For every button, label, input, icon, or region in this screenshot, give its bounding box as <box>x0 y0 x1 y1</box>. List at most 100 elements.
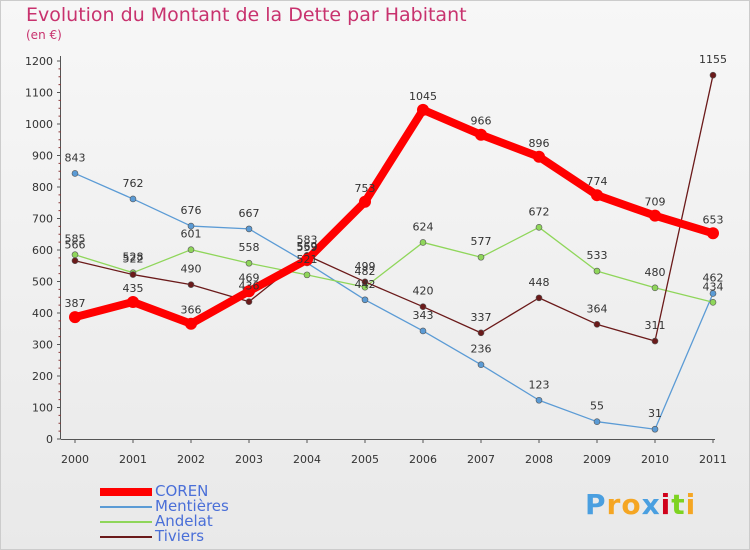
data-label: 843 <box>65 151 86 164</box>
data-label: 566 <box>65 239 86 252</box>
series-line-2 <box>74 226 714 303</box>
legend-label: Mentières <box>155 497 229 515</box>
series-point-1 <box>187 222 195 230</box>
data-label: 499 <box>355 260 376 273</box>
logo-letter: i <box>660 488 672 521</box>
axes: 0 100 200 300 400 500 600 700 800 900 1000 1100 1200… <box>25 55 727 466</box>
series-point-2 <box>709 298 717 306</box>
data-label: 480 <box>645 266 666 279</box>
logo-letter: P <box>585 488 607 521</box>
data-label: 676 <box>181 204 202 217</box>
logo-letter: i <box>685 488 697 521</box>
data-label: 569 <box>297 240 318 253</box>
series-point-2 <box>593 267 601 275</box>
legend-swatch <box>100 536 152 538</box>
series-point-2 <box>419 239 427 246</box>
data-label: 1155 <box>699 53 727 66</box>
data-label: 624 <box>413 220 434 233</box>
data-label: 653 <box>703 213 724 226</box>
x-tick-label: 2010 <box>641 453 669 466</box>
x-tick-label: 2011 <box>699 453 727 466</box>
y-tick-label: 100 <box>32 402 53 415</box>
data-label: 448 <box>529 276 550 289</box>
data-label: 442 <box>355 278 376 291</box>
series-point-3 <box>419 303 427 311</box>
data-label: 896 <box>529 137 550 150</box>
y-tick-label: 500 <box>32 276 53 289</box>
series-point-0 <box>301 253 313 266</box>
series-line-0 <box>71 105 717 328</box>
data-label: 462 <box>703 271 724 284</box>
data-label: 337 <box>471 311 492 324</box>
legend-label: Tiviers <box>155 527 205 545</box>
logo-letter: r <box>606 488 622 521</box>
series-point-2 <box>187 246 195 253</box>
data-label: 366 <box>181 304 202 317</box>
data-label: 123 <box>529 378 550 391</box>
data-label: 435 <box>123 282 144 295</box>
series-point-3 <box>361 278 369 286</box>
series-point-2 <box>245 259 253 267</box>
data-label: 558 <box>239 241 260 254</box>
data-label: 601 <box>181 228 202 241</box>
y-tick-label: 1100 <box>25 87 53 100</box>
data-label: 672 <box>529 205 550 218</box>
chart-unit: (en €) <box>26 28 62 42</box>
series-point-0 <box>185 317 197 330</box>
data-label: 577 <box>471 235 492 248</box>
x-tick-label: 2004 <box>293 453 321 466</box>
proxiti-logo: Proxiti <box>585 488 696 521</box>
series-point-2 <box>535 224 543 231</box>
logo-letter: t <box>671 488 686 521</box>
data-label: 753 <box>355 182 376 195</box>
series-point-3 <box>651 337 659 345</box>
legend-label: Andelat <box>155 512 213 530</box>
series-layer <box>69 71 719 433</box>
data-label: 364 <box>587 302 608 315</box>
legend-swatch <box>100 488 152 496</box>
logo-letter: x <box>641 488 661 521</box>
data-labels-layer: 387 435 366 469 569 753 1045 966 896 774 709 653 843… <box>65 53 728 420</box>
y-tick-label: 0 <box>46 433 53 446</box>
series-point-2 <box>651 284 659 292</box>
data-label: 31 <box>648 407 662 420</box>
legend-label: COREN <box>155 482 209 500</box>
series-point-2 <box>71 251 79 259</box>
data-label: 436 <box>239 280 260 293</box>
data-label: 559 <box>297 241 318 254</box>
series-point-3 <box>245 298 253 305</box>
series-point-3 <box>187 281 195 288</box>
y-tick-label: 300 <box>32 339 53 352</box>
y-tick-label: 200 <box>32 370 53 383</box>
data-label: 420 <box>413 285 434 298</box>
series-point-0 <box>69 311 81 324</box>
series-point-0 <box>475 128 487 141</box>
series-point-3 <box>535 294 543 302</box>
series-point-2 <box>303 271 311 279</box>
series-point-1 <box>709 290 717 297</box>
series-point-3 <box>129 271 137 278</box>
data-label: 585 <box>65 233 86 246</box>
data-label: 667 <box>239 207 260 220</box>
y-tick-label: 1000 <box>25 118 53 131</box>
data-label: 533 <box>587 249 608 262</box>
data-label: 55 <box>590 400 604 413</box>
series-point-0 <box>243 285 255 298</box>
data-label: 966 <box>471 115 492 128</box>
data-label: 236 <box>471 343 492 356</box>
x-tick-label: 2006 <box>409 453 437 466</box>
data-label: 528 <box>123 251 144 264</box>
y-tick-label: 700 <box>32 213 53 226</box>
series-point-0 <box>359 195 371 208</box>
data-label: 583 <box>297 233 318 246</box>
data-label: 521 <box>297 253 318 266</box>
series-point-1 <box>651 425 659 433</box>
data-label: 311 <box>645 319 666 332</box>
series-point-1 <box>129 195 137 203</box>
data-label: 709 <box>645 196 666 209</box>
x-tick-label: 2002 <box>177 453 205 466</box>
series-point-3 <box>709 71 717 79</box>
series-line-3 <box>74 74 714 342</box>
